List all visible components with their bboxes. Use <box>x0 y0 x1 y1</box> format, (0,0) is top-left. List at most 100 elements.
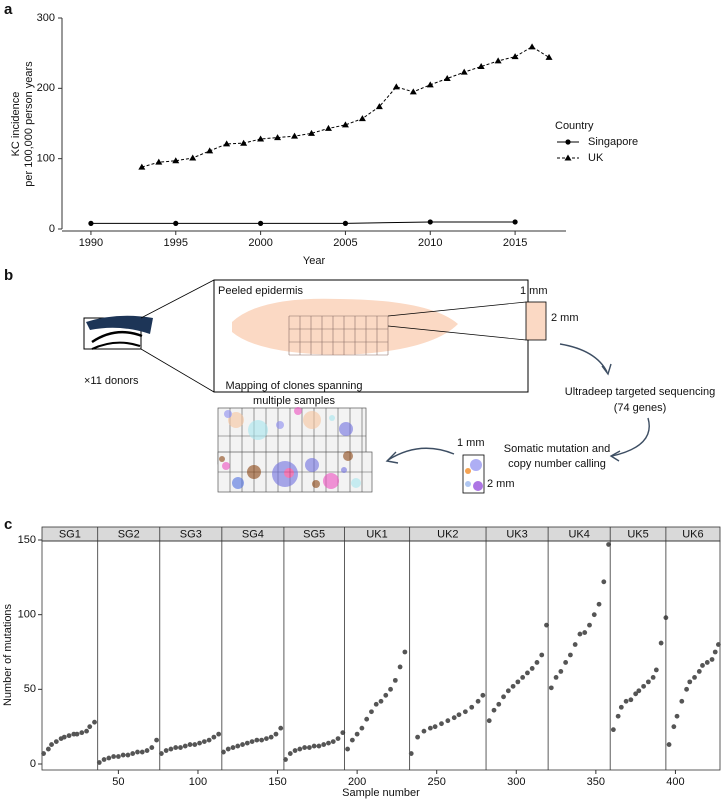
y-tick-label: 100 <box>18 609 36 621</box>
point <box>388 686 393 692</box>
marker <box>409 88 417 95</box>
point <box>679 698 685 704</box>
point <box>496 701 502 707</box>
point <box>144 748 150 753</box>
facet-label: UK6 <box>682 528 703 540</box>
marker <box>565 139 571 145</box>
point <box>633 691 639 697</box>
clone <box>465 468 471 474</box>
point <box>505 688 511 694</box>
point <box>354 731 360 737</box>
label: 1 mm <box>520 285 548 297</box>
point <box>658 640 664 646</box>
point <box>45 746 51 752</box>
point <box>259 737 265 743</box>
point <box>671 724 677 730</box>
point <box>628 697 634 703</box>
point <box>101 757 107 762</box>
label: 2 mm <box>487 478 515 490</box>
facet-label: UK5 <box>627 528 648 540</box>
x-tick-label: 200 <box>348 776 366 788</box>
point <box>173 745 179 750</box>
facet-label: UK3 <box>506 528 527 540</box>
marker <box>88 220 94 226</box>
skin-icon <box>91 341 141 350</box>
point <box>221 749 226 755</box>
point <box>96 760 102 765</box>
point <box>462 709 468 715</box>
point <box>311 743 317 749</box>
point <box>402 649 408 655</box>
marker <box>308 129 315 136</box>
point <box>415 734 421 740</box>
label: 2 mm <box>551 312 579 324</box>
point <box>475 698 481 704</box>
point <box>211 734 217 740</box>
point <box>582 630 588 635</box>
point <box>66 733 72 739</box>
label: copy number calling <box>508 458 606 470</box>
y-tick-label: 200 <box>37 82 55 94</box>
marker <box>342 220 349 226</box>
point <box>615 713 621 719</box>
point <box>287 751 293 756</box>
label: multiple samples <box>253 395 335 407</box>
facet-label: UK1 <box>366 528 387 540</box>
point <box>182 743 188 749</box>
point <box>106 755 112 761</box>
point <box>192 742 198 747</box>
x-tick-label: 2005 <box>333 237 357 249</box>
point <box>244 740 250 746</box>
skin-icon <box>86 315 153 334</box>
point <box>666 742 672 747</box>
point <box>53 739 59 744</box>
point <box>704 660 710 665</box>
point <box>510 683 516 689</box>
point <box>623 698 629 704</box>
series-line <box>90 221 516 224</box>
panel-label: c <box>4 516 12 533</box>
point <box>515 679 521 685</box>
point <box>149 745 155 750</box>
point <box>254 737 260 743</box>
facet-label: SG2 <box>118 528 140 540</box>
label: 1 mm <box>457 437 485 449</box>
legend-label: UK <box>588 152 604 164</box>
clone <box>473 481 483 491</box>
point <box>297 746 303 752</box>
arrow-head <box>385 451 399 464</box>
marker <box>392 83 400 90</box>
point <box>187 742 193 747</box>
zoom-line <box>387 325 527 341</box>
marker <box>240 139 248 146</box>
x-tick-label: 50 <box>112 776 124 788</box>
point <box>692 674 697 680</box>
zoom-line <box>140 348 215 393</box>
point <box>163 748 169 753</box>
point <box>249 739 255 744</box>
point <box>268 734 274 740</box>
point <box>563 660 569 665</box>
facet-label: SG4 <box>242 528 264 540</box>
point <box>115 754 121 759</box>
point <box>700 663 705 668</box>
point <box>451 715 457 721</box>
point <box>197 740 202 746</box>
marker <box>375 103 383 110</box>
point <box>278 725 284 731</box>
point <box>216 731 222 737</box>
skin-icon <box>91 330 143 344</box>
point <box>674 713 680 719</box>
facet-label: UK4 <box>568 528 589 540</box>
point <box>618 704 624 710</box>
point <box>292 748 298 753</box>
point <box>41 751 46 756</box>
point <box>650 674 656 680</box>
y-axis-label: KC incidence <box>10 92 22 157</box>
clone <box>465 481 471 487</box>
point <box>130 751 136 756</box>
point <box>364 716 370 722</box>
x-tick-label: 400 <box>666 776 684 788</box>
panel-label: a <box>4 1 13 18</box>
point <box>439 721 444 727</box>
